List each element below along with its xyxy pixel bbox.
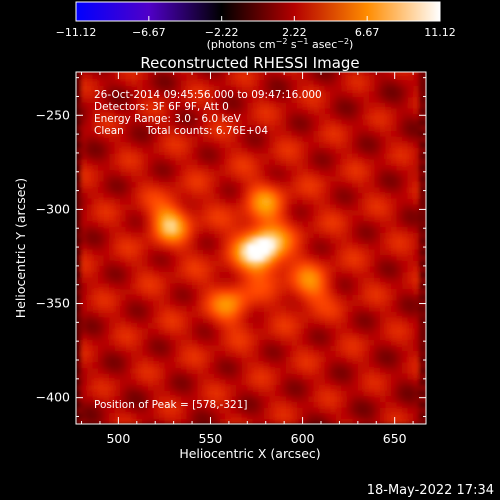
colorbar-tick-label: −2.22 [205,26,239,39]
y-tick-label: −400 [36,390,70,405]
colorbar-tick-label: 6.67 [355,26,380,39]
axes: 500 550 600 650 −250 −300 −350 −400 [36,71,427,446]
colorbar-tick-label: 11.12 [424,26,456,39]
colorbar-tick-label: −11.12 [56,26,97,39]
colorbar-unit-label: (photons cm−2 s−1 asec−2) [207,37,354,51]
x-tick-label: 500 [106,431,130,446]
chart-title: Reconstructed RHESSI Image [140,54,359,72]
y-tick-label: −250 [36,107,70,122]
info-line: Energy Range: 3.0 - 6.0 keV [94,113,242,125]
peak-position-label: Position of Peak = [578,-321] [94,399,248,411]
colorbar-ticks: −11.12 −6.67 −2.22 2.22 6.67 11.12 [56,1,456,39]
x-axis-label: Heliocentric X (arcsec) [179,446,320,461]
y-axis-label: Heliocentric Y (arcsec) [13,178,28,318]
x-tick-label: 650 [383,431,407,446]
timestamp: 18-May-2022 17:34 [367,483,494,498]
info-line: 26-Oct-2014 09:45:56.000 to 09:47:16.000 [94,89,322,101]
colorbar-tick-label: 2.22 [282,26,307,39]
info-line: Total counts: 6.76E+04 [145,125,268,137]
colorbar-tick-label: −6.67 [132,26,166,39]
x-tick-label: 600 [291,431,315,446]
y-tick-label: −350 [36,296,70,311]
x-tick-label: 550 [199,431,223,446]
colorbar [76,2,440,21]
heatmap-image [76,72,426,424]
observation-info: 26-Oct-2014 09:45:56.000 to 09:47:16.000… [94,89,322,137]
info-line: Clean [94,125,124,137]
info-line: Detectors: 3F 6F 9F, Att 0 [94,101,229,113]
y-tick-label: −300 [36,201,70,216]
